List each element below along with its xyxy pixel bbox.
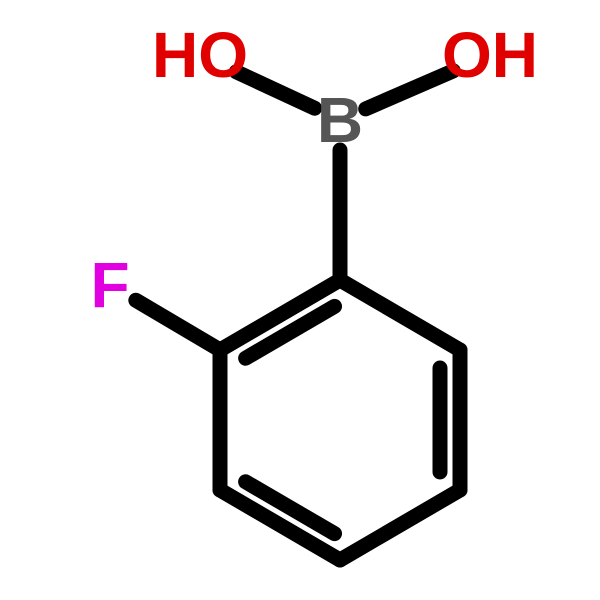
bond	[366, 71, 454, 109]
atom-label-f: F	[90, 249, 129, 321]
atom-label-b: B	[317, 84, 363, 156]
bond	[136, 300, 220, 350]
bond	[340, 490, 460, 560]
atom-label-oh: HO	[152, 19, 248, 91]
chemical-structure-diagram: B HO OH F	[0, 0, 600, 600]
bond	[340, 280, 460, 350]
atom-label-oh: OH	[442, 19, 538, 91]
bond	[236, 72, 314, 108]
